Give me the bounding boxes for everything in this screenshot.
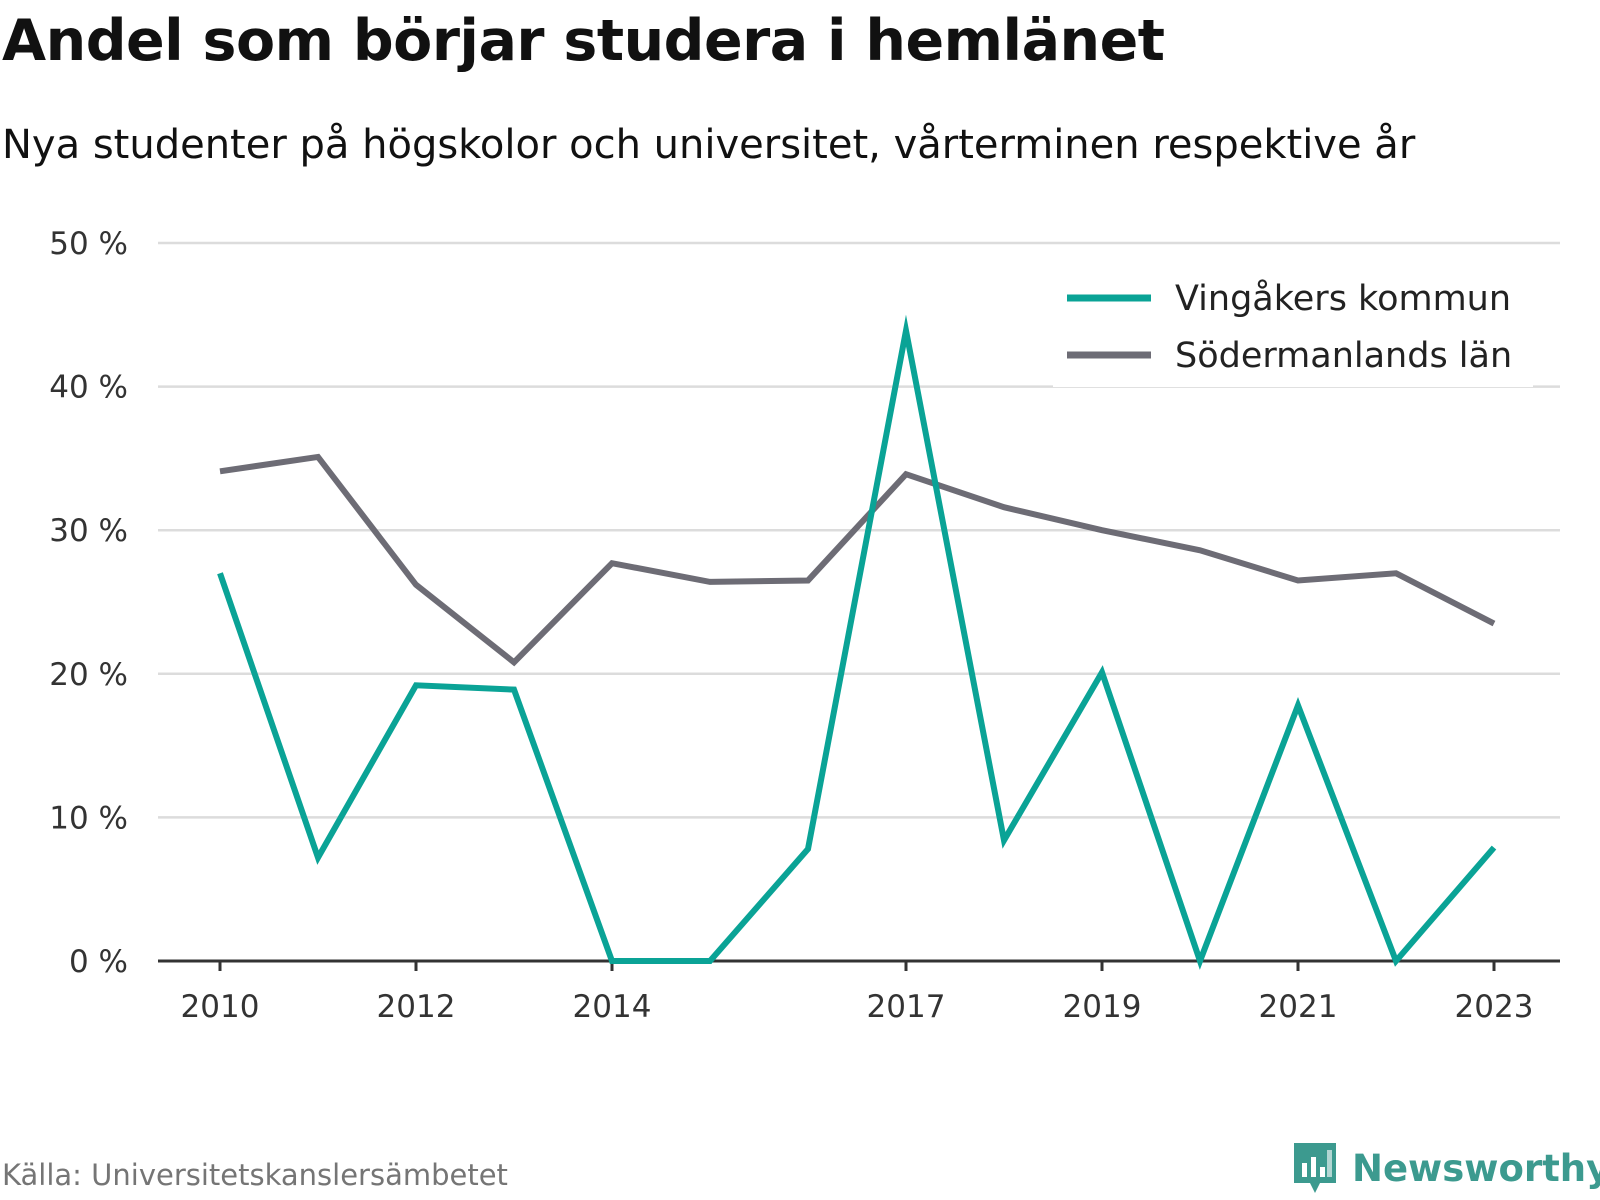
legend-background bbox=[1053, 262, 1533, 387]
series-line-vingaker bbox=[217, 314, 1497, 970]
brand-name: Newsworthy bbox=[1352, 1146, 1600, 1190]
legend-label: Södermanlands län bbox=[1175, 336, 1512, 376]
y-tick-label: 50 % bbox=[49, 226, 128, 262]
chart-subtitle: Nya studenter på högskolor och universit… bbox=[2, 122, 1416, 168]
x-tick-label: 2019 bbox=[1063, 989, 1142, 1025]
newsworthy-logo-icon bbox=[1294, 1143, 1336, 1193]
y-tick-label: 20 % bbox=[49, 657, 128, 693]
x-tick-label: 2023 bbox=[1455, 989, 1534, 1025]
y-axis-ticks: 0 % 10 % 20 % 30 % 40 % 50 % bbox=[49, 226, 128, 980]
x-tick-label: 2014 bbox=[573, 989, 652, 1025]
x-tick-label: 2012 bbox=[377, 989, 456, 1025]
series-line-sodermanland bbox=[219, 453, 1496, 667]
chart-title: Andel som börjar studera i hemlänet bbox=[2, 8, 1165, 74]
source-note: Källa: Universitetskanslersämbetet bbox=[2, 1158, 508, 1192]
x-tick-label: 2017 bbox=[867, 989, 946, 1025]
y-tick-label: 0 % bbox=[69, 944, 128, 980]
legend-label: Vingåkers kommun bbox=[1175, 278, 1511, 319]
y-tick-label: 40 % bbox=[49, 370, 128, 406]
y-tick-label: 10 % bbox=[49, 800, 128, 836]
x-axis-ticks: 2010 2012 2014 2017 2019 2021 2023 bbox=[181, 961, 1534, 1025]
legend: Vingåkers kommun Södermanlands län bbox=[1053, 262, 1533, 387]
series-lines bbox=[217, 314, 1497, 970]
newsworthy-logo: Newsworthy bbox=[1290, 1140, 1600, 1196]
y-tick-label: 30 % bbox=[49, 513, 128, 549]
x-tick-label: 2021 bbox=[1259, 989, 1338, 1025]
x-tick-label: 2010 bbox=[181, 989, 260, 1025]
